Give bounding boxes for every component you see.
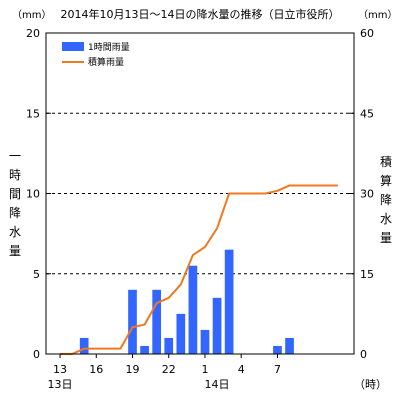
legend-bar-swatch [62, 42, 84, 51]
left-tick-label: 5 [33, 268, 40, 281]
left-unit: （mm） [12, 9, 51, 21]
axis-label-char: 算 [380, 173, 392, 188]
right-axis-ticks: 0 15 30 45 60 [349, 27, 374, 361]
x-tick-label: 4 [238, 363, 245, 376]
axis-label-char: 量 [380, 231, 392, 245]
legend-line-label: 積算雨量 [88, 56, 124, 68]
chart-title: 2014年10月13日～14日の降水量の推移（日立市役所） [61, 7, 340, 21]
x-unit: （時） [354, 378, 387, 391]
x-tick-label: 19 [126, 363, 140, 376]
rain-bar [200, 329, 210, 354]
right-tick-label: 15 [360, 268, 374, 281]
right-tick-label: 60 [360, 27, 374, 40]
axis-label-char: 降 [380, 193, 392, 207]
rain-bar [140, 345, 149, 354]
x-tick-label: 1 [201, 363, 208, 376]
cumulative-line [60, 184, 338, 355]
left-tick-label: 15 [26, 107, 40, 120]
axis-label-char: 時 [9, 168, 21, 182]
axis-label-char: 一 [9, 149, 21, 163]
axis-label-char: 水 [9, 225, 21, 239]
axis-label-char: 積 [380, 154, 392, 169]
x-axis-ticks: 13 16 19 22 1 4 7 13日 14日 [48, 354, 281, 391]
legend: 1時間雨量 積算雨量 [62, 42, 130, 68]
axis-label-char: 量 [9, 244, 21, 258]
axis-label-char: 間 [9, 187, 21, 201]
legend-bar-label: 1時間雨量 [88, 42, 130, 53]
x-tick-label: 22 [162, 363, 176, 376]
axis-label-char: 水 [380, 212, 392, 226]
x-tick-label: 13 [53, 363, 67, 376]
rain-bar [152, 289, 162, 354]
x-tick-label: 7 [274, 363, 281, 376]
right-tick-label: 0 [360, 348, 367, 361]
x-tick-label: 16 [89, 363, 103, 376]
rain-bar [128, 289, 137, 354]
date-label: 13日 [48, 378, 73, 391]
rain-bar [188, 265, 198, 354]
plot-frame [45, 32, 355, 355]
rain-bar [212, 297, 222, 354]
right-tick-label: 30 [360, 188, 374, 201]
cumulative-line-group [60, 184, 338, 355]
left-tick-label: 20 [26, 27, 40, 40]
rain-bar [164, 337, 174, 354]
rain-bar [273, 345, 282, 354]
right-unit: （mm） [358, 9, 397, 21]
rain-bar [176, 313, 186, 354]
rain-bar [79, 337, 89, 354]
left-axis-ticks: 0 5 10 15 20 [26, 27, 51, 361]
rain-bar [224, 249, 234, 354]
left-tick-label: 10 [26, 188, 40, 201]
date-label: 14日 [205, 378, 230, 391]
bars [79, 249, 294, 354]
rain-bar [285, 337, 294, 354]
left-tick-label: 0 [33, 348, 40, 361]
axis-label-char: 降 [9, 206, 21, 220]
right-tick-label: 45 [360, 107, 374, 120]
